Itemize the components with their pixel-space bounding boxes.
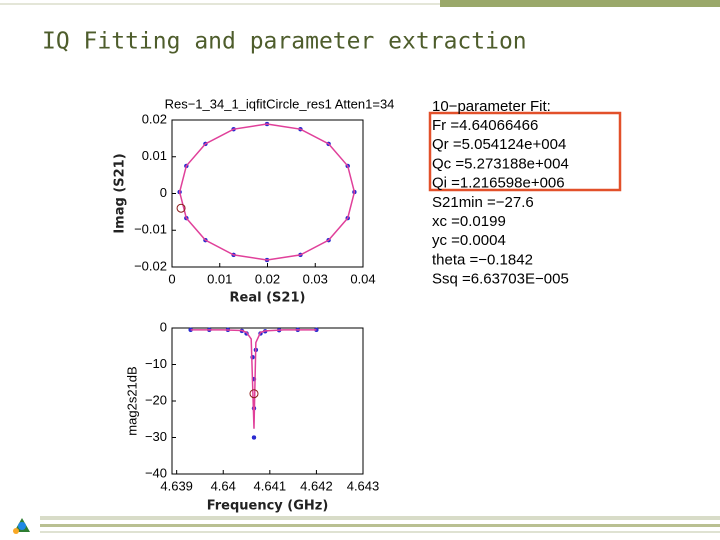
data-point (251, 435, 257, 440)
y-axis-label: mag2s21dB (124, 366, 139, 435)
chart: 0 0.01 0.02 0.03 0.04−0.02−0.0100.010.02Res−… (113, 96, 395, 305)
x-tick-label: 4.641 (254, 478, 287, 493)
highlight-box (428, 111, 622, 192)
y-tick-label: 0.01 (142, 148, 167, 163)
fit-param: theta =−0.1842 (432, 251, 533, 268)
y-tick-label: −0.01 (134, 222, 167, 237)
x-tick-label: 0 (168, 271, 175, 286)
x-axis-label: Real (S21) (230, 291, 306, 306)
x-tick-label: 0.02 (255, 271, 280, 286)
y-tick-label: 0 (160, 185, 167, 200)
fit-param: S21min =−27.6 (432, 194, 534, 211)
fit-param: Qr =5.054124e+004 (432, 136, 566, 153)
x-tick-label: 0.04 (350, 271, 375, 286)
y-tick-label: −30 (145, 429, 167, 444)
y-tick-label: −0.02 (134, 258, 167, 273)
bottom-bar (40, 516, 720, 520)
y-axis-label: Imag (S21) (113, 153, 128, 233)
fit-params: Fr =4.64066466 Qr =5.054124e+004 Qc =5.273… (432, 117, 569, 288)
plot-area (171, 327, 364, 475)
fit-param: Fr =4.64066466 (432, 117, 538, 134)
x-tick-label: 0.03 (303, 271, 328, 286)
x-axis-label: Frequency (GHz) (207, 499, 329, 514)
fit-line (178, 123, 356, 261)
logo (13, 518, 30, 534)
y-tick-label: 0 (160, 319, 167, 334)
fit-param: xc =0.0199 (432, 213, 506, 230)
charts: 0 0.01 0.02 0.03 0.04−0.02−0.0100.010.02Res−… (113, 96, 395, 513)
y-tick-label: −10 (145, 356, 167, 371)
x-tick-label: 4.639 (160, 478, 193, 493)
x-tick-label: 4.642 (300, 478, 333, 493)
x-tick-label: 4.643 (347, 478, 380, 493)
y-tick-label: −40 (145, 465, 167, 480)
fit-param: yc =0.0004 (432, 232, 506, 249)
marker-ring (176, 203, 186, 213)
chart: 4.639 4.64 4.641 4.642 4.643 −40 −30 −20 −10 0 Fre… (124, 319, 379, 513)
fit-param: Qc =5.273188e+004 (432, 155, 569, 172)
top-bar (440, 0, 720, 7)
fit-heading: 10−parameter Fit: (432, 98, 551, 115)
x-tick-label: 0.01 (207, 271, 232, 286)
slide-title: IQ Fitting and parameter extraction (42, 29, 527, 55)
plot-area (171, 119, 364, 268)
fit-param: Qi =1.216598e+006 (432, 175, 565, 192)
fit-param: Ssq =6.63703E−005 (432, 271, 569, 288)
x-tick-label: 4.64 (211, 478, 236, 493)
y-tick-label: −20 (145, 392, 167, 407)
bottom-bar (40, 531, 720, 533)
bottom-bar (40, 524, 720, 527)
chart-title: Res−1_34_1_iqfitCircle_res1 Atten1=34 (165, 96, 395, 111)
marker-ring (249, 389, 259, 399)
fit-line (190, 329, 317, 429)
y-tick-label: 0.02 (142, 111, 167, 126)
